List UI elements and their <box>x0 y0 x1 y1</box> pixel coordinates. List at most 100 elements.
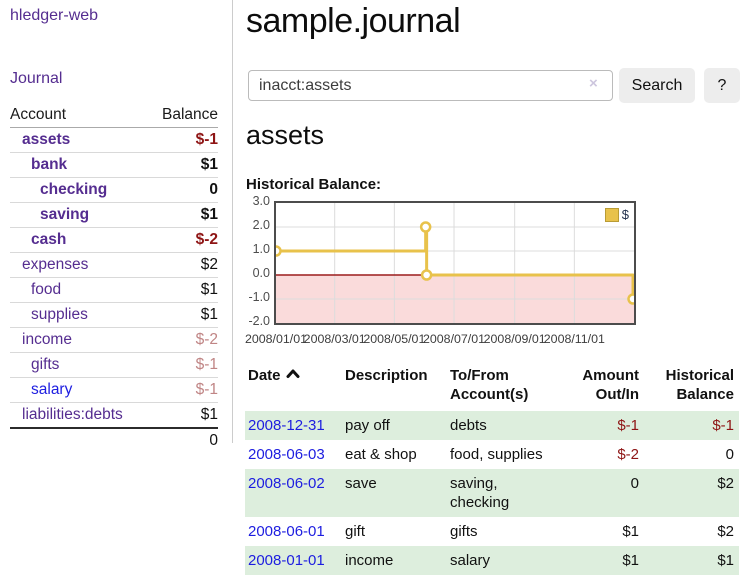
transaction-date-link[interactable]: 2008-06-02 <box>248 475 325 492</box>
legend-label: $ <box>621 207 629 222</box>
balance-column-header: Historical Balance <box>665 367 734 403</box>
account-link-saving[interactable]: saving <box>40 206 90 223</box>
account-row: income $-2 <box>10 328 218 353</box>
y-axis-tick-label: 2.0 <box>252 218 270 232</box>
x-axis-tick-label: 2008/05/01 <box>363 332 426 346</box>
account-balance: 0 <box>209 181 218 198</box>
transaction-description-cell: save <box>345 475 377 492</box>
register-row: 2008-06-02 save saving, checking 0 $2 <box>245 469 739 517</box>
chart-canvas <box>276 203 634 323</box>
account-balance: $1 <box>200 206 218 223</box>
account-row: bank $1 <box>10 153 218 178</box>
transaction-balance-cell: $-1 <box>712 417 734 434</box>
historical-balance-chart: $ 3.0 2.0 1.0 0.0 -1.0 -2.0 2008/01/01 2008/03… <box>245 194 742 348</box>
transaction-description-cell: gift <box>345 523 366 540</box>
transaction-amount-cell: $-1 <box>617 417 639 434</box>
account-balance: $-2 <box>195 331 218 348</box>
y-axis-tick-label: 1.0 <box>252 242 270 256</box>
account-link-checking[interactable]: checking <box>40 181 108 198</box>
account-link-expenses[interactable]: expenses <box>22 256 89 273</box>
sidebar-divider <box>232 0 233 443</box>
register-row: 2008-01-01 income salary $1 $1 <box>245 546 739 575</box>
nav-journal-link[interactable]: Journal <box>10 70 63 87</box>
balance-column-header: Balance <box>161 106 218 123</box>
register-row: 2008-06-03 eat & shop food, supplies $-2 0 <box>245 440 739 469</box>
account-row: food $1 <box>10 278 218 303</box>
transaction-date-link[interactable]: 2008-06-03 <box>248 446 325 463</box>
account-row: checking 0 <box>10 178 218 203</box>
transaction-amount-cell: $1 <box>622 523 639 540</box>
transaction-description-cell: eat & shop <box>345 446 417 463</box>
transaction-date-cell: 2008-06-02 <box>245 469 345 517</box>
transaction-balance-cell: 0 <box>725 446 734 463</box>
account-balance-table: Account Balance assets $-1 bank $1 checking 0… <box>10 106 218 453</box>
clear-search-icon[interactable]: × <box>589 75 598 92</box>
account-link-salary[interactable]: salary <box>31 381 73 398</box>
account-balance: $1 <box>200 306 218 323</box>
app-brand-link[interactable]: hledger-web <box>10 7 99 24</box>
account-link-assets[interactable]: assets <box>22 131 71 148</box>
account-row: supplies $1 <box>10 303 218 328</box>
x-axis-tick-label: 2008/07/01 <box>423 332 486 346</box>
account-balance: $1 <box>200 156 218 173</box>
account-balance: $-1 <box>195 356 218 373</box>
account-link-bank[interactable]: bank <box>31 156 68 173</box>
account-row: saving $1 <box>10 203 218 228</box>
transaction-amount-cell: $1 <box>622 552 639 569</box>
account-row: salary $-1 <box>10 378 218 403</box>
account-link-food[interactable]: food <box>31 281 62 298</box>
transaction-balance-cell: $1 <box>717 552 734 569</box>
y-axis-tick-label: 0.0 <box>252 266 270 280</box>
account-column-header: Account <box>10 106 67 123</box>
transaction-date-link[interactable]: 2008-01-01 <box>248 552 325 569</box>
transaction-date-cell: 2008-06-01 <box>245 517 345 546</box>
register-row: 2008-06-01 gift gifts $1 $2 <box>245 517 739 546</box>
account-total-row: 0 <box>10 427 218 453</box>
sort-ascending-icon <box>286 369 300 378</box>
transaction-date-link[interactable]: 2008-06-01 <box>248 523 325 540</box>
transaction-date-cell: 2008-01-01 <box>245 546 345 575</box>
transaction-balance-cell: $2 <box>717 523 734 540</box>
account-row: gifts $-1 <box>10 353 218 378</box>
register-table: Date Description To/From Account(s) Amou… <box>245 364 739 575</box>
chart-heading: Historical Balance: <box>246 176 382 193</box>
account-link-income[interactable]: income <box>22 331 72 348</box>
register-body: 2008-12-31 pay off debts $-1 $-1 2008-06-03 ea… <box>245 411 739 575</box>
search-input[interactable] <box>248 70 613 101</box>
search-button[interactable]: Search <box>619 68 695 103</box>
account-link-cash[interactable]: cash <box>31 231 67 248</box>
date-column-header[interactable]: Date <box>245 364 345 409</box>
account-balance: $-1 <box>195 381 218 398</box>
transaction-amount-cell: $-2 <box>617 446 639 463</box>
transaction-description-cell: pay off <box>345 417 390 434</box>
account-balance: $-1 <box>195 131 218 148</box>
x-axis-tick-label: 2008/09/01 <box>483 332 546 346</box>
transaction-description-cell: income <box>345 552 394 569</box>
x-axis-tick-label: 2008/11/01 <box>543 332 605 346</box>
transaction-date-link[interactable]: 2008-12-31 <box>248 417 325 434</box>
account-link-liabilities-debts[interactable]: liabilities:debts <box>22 406 123 423</box>
transaction-balance-cell: $2 <box>717 475 734 492</box>
account-row: cash $-2 <box>10 228 218 253</box>
chart-legend: $ <box>604 207 629 222</box>
account-balance: $2 <box>200 256 218 273</box>
account-heading: assets <box>246 120 325 150</box>
account-link-supplies[interactable]: supplies <box>31 306 88 323</box>
transaction-accounts-cell: saving, checking <box>450 475 510 511</box>
account-balance: $-2 <box>195 231 218 248</box>
account-table-header: Account Balance <box>10 106 218 128</box>
description-column-header: Description <box>345 367 428 384</box>
account-row: liabilities:debts $1 <box>10 403 218 427</box>
register-header-row: Date Description To/From Account(s) Amou… <box>245 364 739 411</box>
account-rows: assets $-1 bank $1 checking 0 saving $1 cash $-2 e… <box>10 128 218 427</box>
account-link-gifts[interactable]: gifts <box>31 356 60 373</box>
transaction-accounts-cell: gifts <box>450 523 478 540</box>
y-axis-tick-label: -1.0 <box>248 290 270 304</box>
help-button[interactable]: ? <box>704 68 740 103</box>
x-axis-tick-label: 2008/01/01 <box>244 332 307 346</box>
account-balance: $1 <box>200 406 218 423</box>
y-axis-tick-label: 3.0 <box>252 194 270 208</box>
page-title: sample.journal <box>246 2 461 40</box>
y-axis-tick-label: -2.0 <box>248 314 270 328</box>
x-axis-tick-label: 2008/03/01 <box>303 332 366 346</box>
